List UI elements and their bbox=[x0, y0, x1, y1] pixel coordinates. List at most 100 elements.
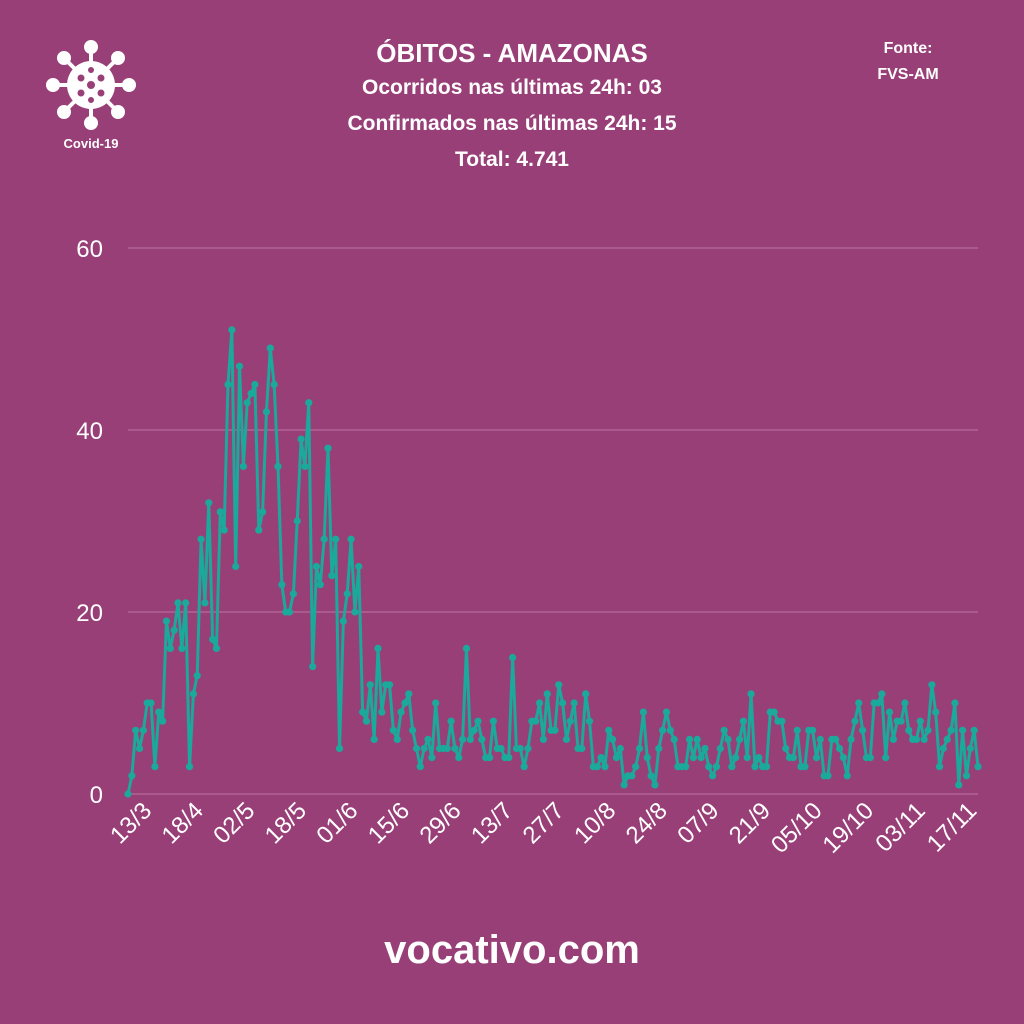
data-point bbox=[916, 717, 924, 725]
data-point bbox=[351, 608, 359, 616]
data-point bbox=[305, 399, 313, 407]
x-tick-label: 18/5 bbox=[260, 797, 312, 849]
data-point bbox=[247, 390, 255, 398]
data-point bbox=[293, 517, 301, 525]
data-point bbox=[724, 735, 732, 744]
data-point bbox=[270, 380, 278, 389]
data-point bbox=[962, 772, 971, 780]
data-point bbox=[235, 362, 244, 370]
data-point bbox=[232, 562, 240, 571]
data-point bbox=[428, 754, 436, 762]
data-point bbox=[432, 699, 440, 707]
data-point bbox=[943, 735, 951, 744]
data-point bbox=[935, 763, 944, 771]
data-point bbox=[762, 763, 771, 771]
data-point bbox=[685, 735, 694, 744]
data-point bbox=[189, 690, 197, 698]
data-point bbox=[455, 754, 463, 762]
x-tick-label: 27/7 bbox=[518, 797, 570, 849]
data-point bbox=[747, 690, 755, 698]
data-point bbox=[278, 581, 286, 589]
data-point bbox=[555, 681, 563, 689]
x-tick-label: 10/8 bbox=[569, 797, 621, 849]
data-point bbox=[355, 562, 363, 571]
x-tick-label: 19/10 bbox=[818, 797, 880, 859]
data-point bbox=[274, 462, 282, 470]
chart-header: ÓBITOS - AMAZONAS Ocorridos nas últimas … bbox=[262, 36, 762, 178]
data-point bbox=[262, 408, 271, 416]
deaths-series bbox=[124, 326, 982, 798]
data-point bbox=[582, 690, 590, 698]
data-point bbox=[801, 763, 809, 771]
data-point bbox=[489, 717, 497, 725]
data-point bbox=[151, 763, 159, 771]
data-point bbox=[755, 754, 763, 762]
data-point bbox=[905, 726, 913, 734]
data-point bbox=[920, 735, 928, 744]
data-point bbox=[559, 699, 567, 707]
data-point bbox=[832, 735, 840, 744]
data-point bbox=[405, 690, 413, 698]
data-point bbox=[655, 744, 663, 753]
data-point bbox=[597, 754, 605, 762]
data-point bbox=[901, 699, 909, 707]
data-point bbox=[647, 772, 655, 780]
data-point bbox=[701, 744, 709, 753]
data-point bbox=[389, 726, 397, 734]
data-point bbox=[409, 726, 417, 734]
data-point bbox=[209, 635, 217, 643]
data-point bbox=[851, 717, 859, 725]
data-point bbox=[562, 735, 571, 744]
data-point bbox=[289, 590, 297, 598]
data-point bbox=[751, 763, 759, 771]
data-point bbox=[897, 717, 905, 725]
x-axis: 13/3 18/4 02/5 18/5 01/6 15/6 29/6 13/7 27/7 10/8… bbox=[105, 797, 982, 859]
data-point bbox=[782, 744, 790, 753]
data-point bbox=[793, 726, 801, 734]
data-point bbox=[243, 399, 251, 407]
data-point bbox=[670, 735, 678, 744]
data-point bbox=[709, 772, 717, 780]
data-point bbox=[370, 735, 378, 744]
data-point bbox=[835, 744, 844, 753]
data-point bbox=[224, 380, 232, 389]
data-point bbox=[966, 744, 974, 753]
data-point bbox=[393, 735, 401, 744]
x-tick-label: 07/9 bbox=[672, 797, 724, 849]
data-point bbox=[716, 744, 724, 753]
x-tick-label: 01/6 bbox=[311, 797, 363, 849]
data-point bbox=[124, 790, 132, 798]
data-point bbox=[720, 726, 728, 734]
data-point bbox=[185, 763, 194, 771]
data-point bbox=[639, 708, 647, 716]
chart-gridlines bbox=[128, 247, 978, 795]
data-point bbox=[689, 754, 697, 762]
chart-title: ÓBITOS - AMAZONAS bbox=[376, 38, 648, 68]
data-point bbox=[585, 717, 594, 725]
data-point bbox=[732, 754, 740, 762]
data-point bbox=[135, 744, 144, 753]
data-point bbox=[705, 763, 713, 771]
data-point bbox=[885, 708, 894, 716]
data-point bbox=[816, 735, 824, 744]
data-point bbox=[693, 735, 701, 744]
data-point bbox=[682, 763, 690, 771]
data-point bbox=[397, 708, 405, 716]
data-point bbox=[205, 499, 213, 507]
data-point bbox=[743, 754, 751, 762]
data-point bbox=[605, 726, 613, 734]
source-note: Fonte: FVS-AM bbox=[858, 36, 958, 88]
data-point bbox=[485, 754, 494, 762]
data-point bbox=[566, 717, 574, 725]
data-point bbox=[316, 581, 324, 589]
data-point bbox=[366, 681, 374, 689]
data-point bbox=[651, 781, 659, 789]
data-point bbox=[516, 744, 524, 753]
data-point bbox=[335, 744, 344, 753]
data-point bbox=[970, 726, 978, 734]
x-tick-label: 15/6 bbox=[363, 797, 415, 849]
data-point bbox=[132, 726, 140, 734]
data-point bbox=[843, 772, 851, 780]
data-point bbox=[628, 772, 636, 780]
